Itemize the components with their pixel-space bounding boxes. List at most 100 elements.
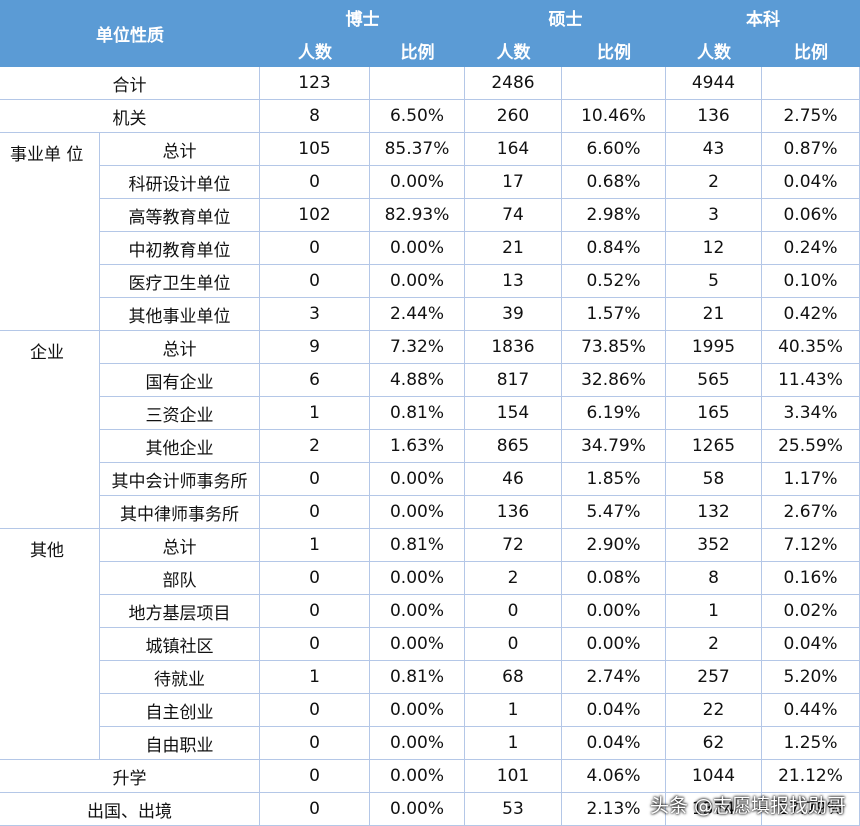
cell: 105 — [260, 133, 370, 166]
cell: 1 — [260, 661, 370, 694]
row-label: 三资企业 — [100, 397, 260, 430]
cell: 0 — [465, 595, 562, 628]
cell: 39 — [465, 298, 562, 331]
cell: 9 — [260, 331, 370, 364]
row-label: 自由职业 — [100, 727, 260, 760]
cell: 0.04% — [762, 166, 860, 199]
sub-header: 比例 — [400, 42, 435, 63]
cell: 6.19% — [562, 397, 666, 430]
cell: 7.32% — [370, 331, 465, 364]
cell: 1 — [666, 595, 762, 628]
cell: 1044 — [666, 760, 762, 793]
cell: 0 — [260, 166, 370, 199]
cell: 3.34% — [762, 397, 860, 430]
cell: 0 — [465, 628, 562, 661]
cell: 1836 — [465, 331, 562, 364]
cell: 6 — [260, 364, 370, 397]
cell: 0.00% — [370, 694, 465, 727]
cell: 4944 — [666, 67, 762, 100]
cell: 102 — [260, 199, 370, 232]
row-label: 国有企业 — [100, 364, 260, 397]
cell: 7.12% — [762, 529, 860, 562]
row-label: 合计 — [0, 67, 260, 100]
cell: 34.79% — [562, 430, 666, 463]
cell: 1.17% — [762, 463, 860, 496]
cell: 0.52% — [562, 265, 666, 298]
cell: 0.81% — [370, 529, 465, 562]
header-title: 单位性质 — [96, 26, 164, 46]
cell: 85.37% — [370, 133, 465, 166]
cell: 260 — [465, 100, 562, 133]
cell: 0.81% — [370, 397, 465, 430]
cell: 0 — [260, 727, 370, 760]
cell: 0 — [260, 232, 370, 265]
row-label: 部队 — [100, 562, 260, 595]
cell: 21 — [666, 298, 762, 331]
cell: 3 — [260, 298, 370, 331]
sub-header: 人数 — [496, 42, 531, 63]
cell: 4.88% — [370, 364, 465, 397]
cell: 0.08% — [562, 562, 666, 595]
cell: 43 — [666, 133, 762, 166]
row-label: 高等教育单位 — [100, 199, 260, 232]
cell: 0 — [260, 562, 370, 595]
cell — [370, 67, 465, 100]
cell: 2.67% — [762, 496, 860, 529]
cell: 40.35% — [762, 331, 860, 364]
cell: 154 — [465, 397, 562, 430]
cell: 58 — [666, 463, 762, 496]
level-header: 博士 — [345, 9, 380, 30]
cell: 2 — [666, 166, 762, 199]
cell: 74 — [465, 199, 562, 232]
cell: 1 — [260, 397, 370, 430]
cell: 53 — [465, 793, 562, 826]
cell: 0.00% — [370, 562, 465, 595]
cell: 72 — [465, 529, 562, 562]
cell: 10.46% — [562, 100, 666, 133]
row-label: 出国、出境 — [0, 793, 260, 826]
cell: 0.00% — [370, 760, 465, 793]
sub-header: 人数 — [697, 42, 731, 63]
row-label: 机关 — [0, 100, 260, 133]
cell: 2.98% — [562, 199, 666, 232]
cell: 0.04% — [562, 727, 666, 760]
group-label: 企业 — [0, 331, 100, 529]
cell: 0.02% — [762, 595, 860, 628]
header-band — [0, 0, 860, 67]
cell: 0.87% — [762, 133, 860, 166]
row-label: 医疗卫生单位 — [100, 265, 260, 298]
cell: 0 — [260, 463, 370, 496]
cell: 0.00% — [370, 793, 465, 826]
cell: 5.47% — [562, 496, 666, 529]
cell: 0.00% — [370, 463, 465, 496]
cell: 0 — [260, 595, 370, 628]
cell: 0.24% — [762, 232, 860, 265]
row-label: 其他事业单位 — [100, 298, 260, 331]
cell: 165 — [666, 397, 762, 430]
cell: 132 — [666, 496, 762, 529]
cell: 46 — [465, 463, 562, 496]
level-header: 本科 — [746, 9, 780, 30]
cell: 1 — [465, 694, 562, 727]
cell: 1 — [260, 529, 370, 562]
cell: 0.84% — [562, 232, 666, 265]
cell: 32.86% — [562, 364, 666, 397]
cell: 82.93% — [370, 199, 465, 232]
cell: 68 — [465, 661, 562, 694]
cell: 0.00% — [370, 496, 465, 529]
cell: 2 — [260, 430, 370, 463]
cell: 0.00% — [562, 595, 666, 628]
cell: 73.85% — [562, 331, 666, 364]
cell: 0.44% — [762, 694, 860, 727]
cell: 2 — [465, 562, 562, 595]
cell: 0.06% — [762, 199, 860, 232]
row-label: 其他企业 — [100, 430, 260, 463]
cell: 17 — [465, 166, 562, 199]
cell: 62 — [666, 727, 762, 760]
cell: 2.44% — [370, 298, 465, 331]
level-header: 硕士 — [548, 9, 583, 30]
cell: 164 — [465, 133, 562, 166]
cell: 22 — [666, 694, 762, 727]
cell: 0.68% — [562, 166, 666, 199]
cell: 0.00% — [370, 232, 465, 265]
